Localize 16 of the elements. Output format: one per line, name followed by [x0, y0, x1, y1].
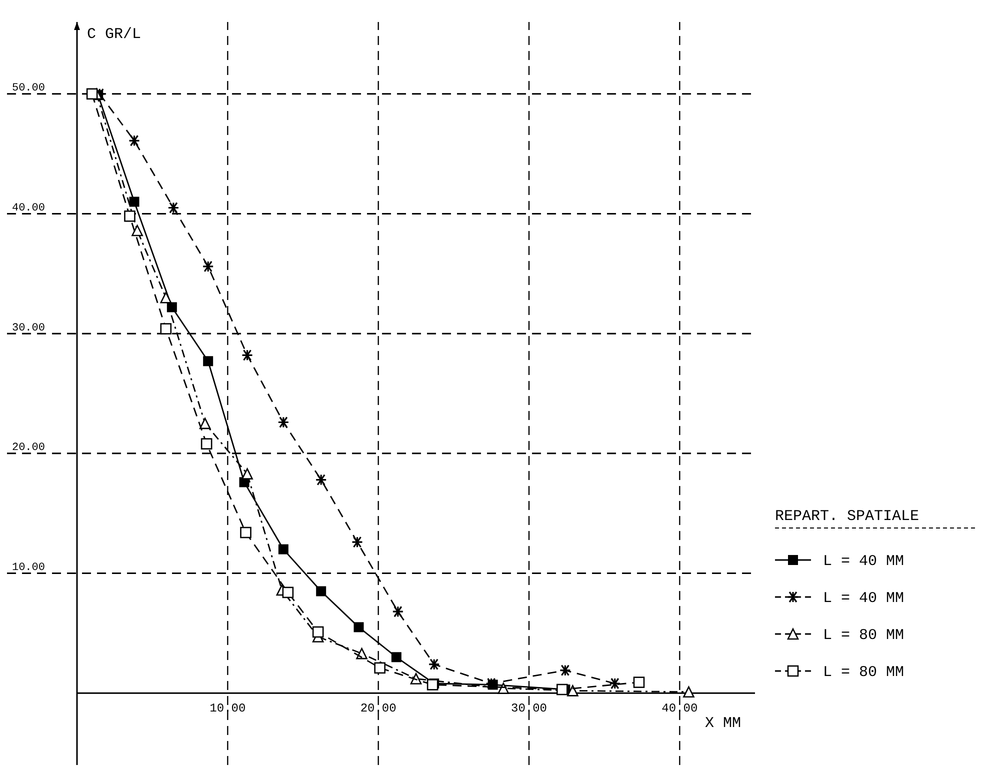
y-tick-label: 30.00 — [12, 322, 45, 334]
x-tick-label: 30.00 — [510, 702, 548, 716]
x-axis-title: X MM — [705, 715, 742, 732]
y-tick-label: 40.00 — [12, 202, 45, 214]
y-tick-label: 50.00 — [12, 82, 45, 95]
x-tick-label: 40.00 — [662, 702, 698, 716]
x-tick-label: 10.00 — [210, 702, 246, 716]
legend-label: L = 40 MM — [823, 553, 904, 570]
legend-title: REPART. SPATIALE — [775, 508, 920, 525]
x-tick-label: 20.00 — [360, 702, 396, 716]
legend-label: L = 80 MM — [823, 627, 904, 644]
y-tick-label: 10.00 — [12, 562, 45, 574]
y-tick-label: 20.00 — [12, 442, 45, 454]
legend-label: L = 40 MM — [823, 590, 904, 607]
y-axis-title: C GR/L — [87, 26, 142, 43]
legend-label: L = 80 MM — [823, 664, 904, 681]
